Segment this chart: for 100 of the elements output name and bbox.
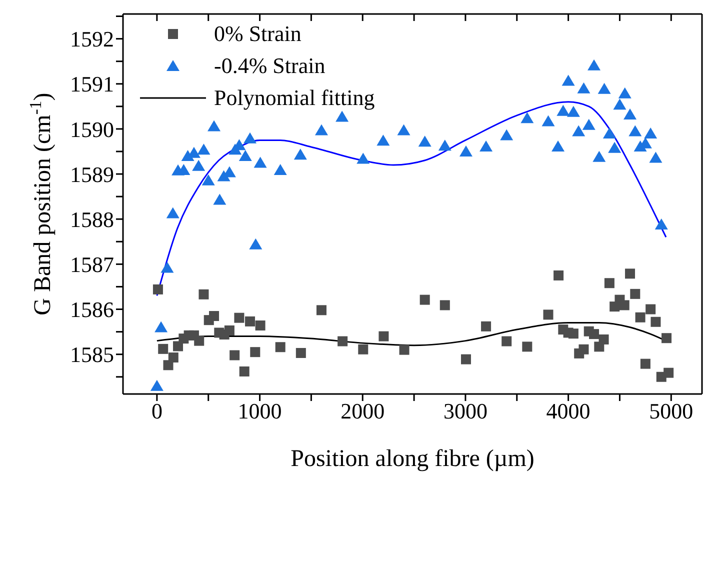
- point: [338, 336, 348, 346]
- point: [572, 125, 586, 136]
- point: [608, 142, 622, 153]
- point: [438, 140, 452, 151]
- point: [275, 342, 286, 352]
- x-tick-label: 4000: [546, 398, 590, 424]
- point: [397, 124, 410, 136]
- point: [376, 134, 390, 146]
- y-tick-label: 1588: [70, 206, 114, 232]
- point: [543, 310, 554, 320]
- x-tick-label: 0: [151, 398, 162, 424]
- point: [502, 336, 512, 346]
- point: [160, 262, 174, 273]
- point: [604, 278, 614, 288]
- point: [650, 316, 661, 327]
- point: [625, 268, 636, 279]
- point: [224, 325, 234, 336]
- point: [602, 127, 616, 138]
- point: [194, 336, 204, 346]
- point: [154, 321, 168, 332]
- point: [158, 344, 168, 354]
- point: [618, 87, 632, 98]
- y-tick-label: 1591: [70, 72, 114, 97]
- point: [654, 218, 668, 230]
- y-tick-label: 1587: [70, 252, 114, 277]
- point: [418, 136, 432, 147]
- y-tick-label: 1592: [70, 26, 114, 52]
- point: [209, 311, 220, 322]
- point: [630, 288, 640, 299]
- point: [152, 284, 163, 294]
- point: [420, 294, 430, 305]
- point: [239, 366, 250, 376]
- point: [589, 329, 600, 340]
- point: [649, 152, 662, 163]
- x-axis-title: Position along fibre (µm): [290, 446, 534, 472]
- point: [166, 207, 180, 218]
- point: [192, 160, 206, 171]
- point: [613, 98, 626, 110]
- point: [254, 156, 267, 168]
- point: [314, 124, 328, 136]
- point: [556, 104, 570, 116]
- legend-label: 0% Strain: [214, 20, 302, 48]
- point: [480, 140, 493, 152]
- point: [577, 82, 590, 94]
- point: [399, 344, 410, 355]
- point: [628, 125, 642, 136]
- point: [150, 380, 164, 391]
- point: [522, 342, 532, 352]
- point: [249, 238, 262, 250]
- point: [662, 333, 672, 344]
- point: [197, 144, 210, 155]
- y-tick-label: 1586: [70, 297, 114, 322]
- point: [202, 174, 215, 186]
- point: [598, 82, 611, 94]
- point: [250, 347, 260, 358]
- point: [459, 145, 472, 156]
- point: [296, 348, 306, 358]
- point: [664, 368, 674, 378]
- point: [582, 118, 596, 130]
- legend-label: Polynomial fitting: [214, 84, 375, 112]
- point: [168, 352, 178, 362]
- point: [646, 304, 656, 314]
- y-tick-label: 1590: [70, 116, 114, 142]
- x-tick-label: 5000: [649, 398, 694, 424]
- point: [640, 358, 650, 369]
- point: [592, 150, 606, 162]
- y-tick-label: 1589: [70, 162, 114, 187]
- point: [294, 148, 307, 160]
- x-tick-label: 1000: [238, 398, 282, 424]
- x-tick-label: 3000: [443, 398, 488, 424]
- point: [644, 127, 658, 138]
- point: [440, 300, 450, 310]
- point: [568, 328, 578, 339]
- point: [274, 164, 287, 175]
- point: [255, 320, 266, 330]
- y-tick-label: 1585: [70, 342, 114, 368]
- point: [598, 334, 609, 344]
- point: [213, 194, 226, 205]
- point: [635, 312, 646, 322]
- point: [500, 129, 514, 140]
- point: [460, 354, 471, 364]
- x-tick-label: 2000: [340, 398, 385, 424]
- point: [316, 305, 326, 316]
- point: [624, 108, 637, 120]
- point: [481, 321, 492, 332]
- point: [336, 110, 349, 122]
- point: [378, 331, 389, 342]
- point: [356, 152, 370, 164]
- point: [552, 140, 565, 152]
- point: [198, 289, 209, 300]
- point: [244, 132, 257, 144]
- point: [358, 344, 368, 354]
- point: [554, 270, 564, 280]
- point: [230, 350, 240, 360]
- point: [245, 316, 256, 326]
- point: [238, 150, 252, 161]
- point: [234, 312, 244, 323]
- point: [208, 120, 221, 132]
- point: [566, 106, 580, 117]
- point: [562, 74, 575, 86]
